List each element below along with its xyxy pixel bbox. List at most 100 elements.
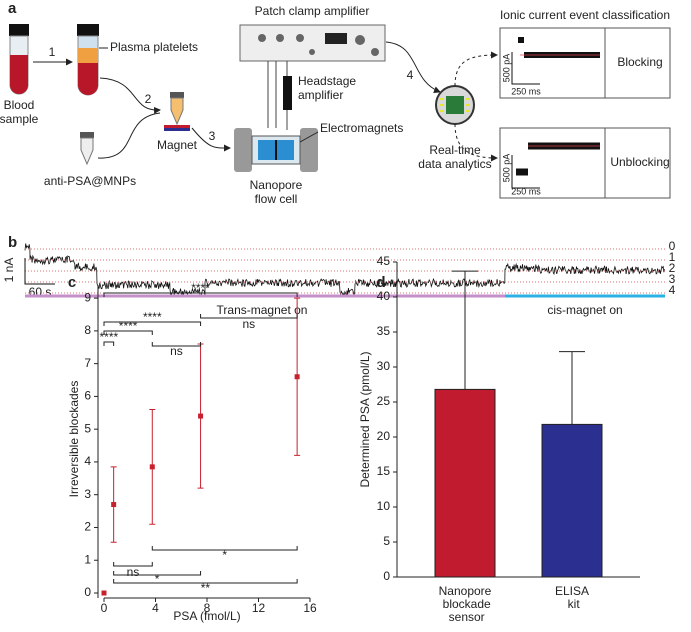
y-tick-label: 30 (377, 359, 391, 373)
significance-bracket (103, 321, 202, 326)
step: 4 (407, 68, 414, 82)
event-class: Blocking (617, 55, 662, 69)
x-tick-label: 8 (204, 601, 211, 615)
y-tick-label: 20 (377, 429, 391, 443)
level-label: 3 (669, 272, 676, 286)
x-tick-label: 16 (303, 601, 317, 615)
y-tick-label: 5 (84, 421, 91, 435)
y-axis-label: Irreversible blockades (67, 381, 81, 498)
flowcell-label: flow cell (255, 192, 298, 206)
step: 2 (145, 92, 152, 106)
headstage-label: Headstage (298, 74, 356, 88)
step: 3 (209, 129, 216, 143)
y-tick-label: 0 (383, 569, 390, 583)
bar (541, 423, 603, 578)
error-bar (452, 270, 478, 390)
x-tick-label: 4 (152, 601, 159, 615)
blood-label: Blood (4, 98, 35, 112)
significance-bracket (113, 562, 153, 567)
panel-label: b (8, 234, 17, 251)
significance-bracket (200, 314, 298, 319)
error-bar (559, 351, 585, 425)
significance-label: ** (201, 581, 211, 595)
significance-label: **** (191, 281, 210, 295)
level-label: 1 (669, 250, 676, 264)
trace-line (24, 243, 665, 298)
significance-bracket (113, 579, 298, 584)
significance-label: ns (243, 317, 256, 331)
point (149, 464, 155, 470)
significance-label: * (155, 572, 160, 586)
electromagnets-label: Electromagnets (320, 121, 403, 135)
panel-a-art (9, 24, 671, 199)
level-label: 4 (669, 283, 676, 297)
level-label: 0 (669, 239, 676, 253)
event-class: Unblocking (610, 155, 669, 169)
classification-title: Ionic current event classification (500, 8, 670, 22)
significance-bracket (151, 546, 298, 551)
analytics-label: data analytics (418, 157, 491, 171)
bar (434, 388, 496, 578)
point (111, 502, 117, 508)
significance-bracket (103, 330, 153, 335)
significance-label: ns (127, 565, 140, 579)
cis-label: cis-magnet on (547, 303, 622, 317)
significance-label: **** (143, 310, 162, 324)
panel-label: c (68, 274, 76, 291)
x-tick-label: 0 (101, 601, 108, 615)
scale-current: 500 pA (501, 154, 511, 183)
scale-time: 250 ms (511, 86, 541, 96)
panel-label: d (376, 274, 385, 291)
significance-bracket (151, 342, 202, 347)
y-tick-label: 9 (84, 290, 91, 304)
point (198, 413, 204, 419)
panel-label: a (8, 0, 17, 17)
scale-time: 250 ms (511, 186, 541, 196)
y-tick-label: 1 (84, 552, 91, 566)
y-tick-label: 7 (84, 356, 91, 370)
y-tick-label: 4 (84, 454, 91, 468)
analytics-label: Real-time (429, 143, 481, 157)
significance-bracket (103, 292, 298, 297)
x-axis-label: PSA (fmol/L) (173, 609, 240, 623)
point (294, 374, 300, 380)
y-tick-label: 8 (84, 323, 91, 337)
y-tick-label: 2 (84, 520, 91, 534)
scale-current: 1 nA (2, 258, 16, 283)
y-tick-label: 0 (84, 585, 91, 599)
y-tick-label: 35 (377, 324, 391, 338)
headstage-label: amplifier (298, 88, 343, 102)
scale-bar (24, 258, 55, 285)
y-tick-label: 45 (377, 254, 391, 268)
blood-label: sample (0, 112, 39, 126)
current-trace (24, 243, 665, 298)
y-tick-label: 40 (377, 289, 391, 303)
x-tick-label: 12 (252, 601, 266, 615)
significance-label: **** (99, 330, 118, 344)
flowcell-label: Nanopore (250, 178, 303, 192)
point (101, 590, 107, 596)
x-tick-label: ELISA kit (555, 584, 589, 611)
y-axis-label: Determined PSA (pmol/L) (358, 351, 372, 487)
significance-bracket (113, 571, 202, 576)
magnet-label: Magnet (157, 138, 198, 152)
y-tick-label: 3 (84, 487, 91, 501)
y-tick-label: 15 (377, 464, 391, 478)
y-tick-label: 10 (377, 499, 391, 513)
y-tick-label: 5 (383, 534, 390, 548)
amplifier-label: Patch clamp amplifier (255, 4, 370, 18)
trans-label: Trans-magnet on (217, 303, 308, 317)
plasma-label: Plasma platelets (110, 40, 198, 54)
y-tick-label: 6 (84, 389, 91, 403)
level-label: 2 (669, 261, 676, 275)
y-tick-label: 25 (377, 394, 391, 408)
x-tick-label: Nanopore blockade sensor (439, 584, 492, 624)
mnp-label: anti-PSA@MNPs (44, 174, 136, 188)
significance-label: * (222, 548, 227, 562)
significance-label: ns (170, 344, 183, 358)
scale-current: 500 pA (501, 54, 511, 83)
significance-bracket (103, 341, 115, 346)
step: 1 (49, 45, 56, 59)
significance-label: **** (119, 319, 138, 333)
